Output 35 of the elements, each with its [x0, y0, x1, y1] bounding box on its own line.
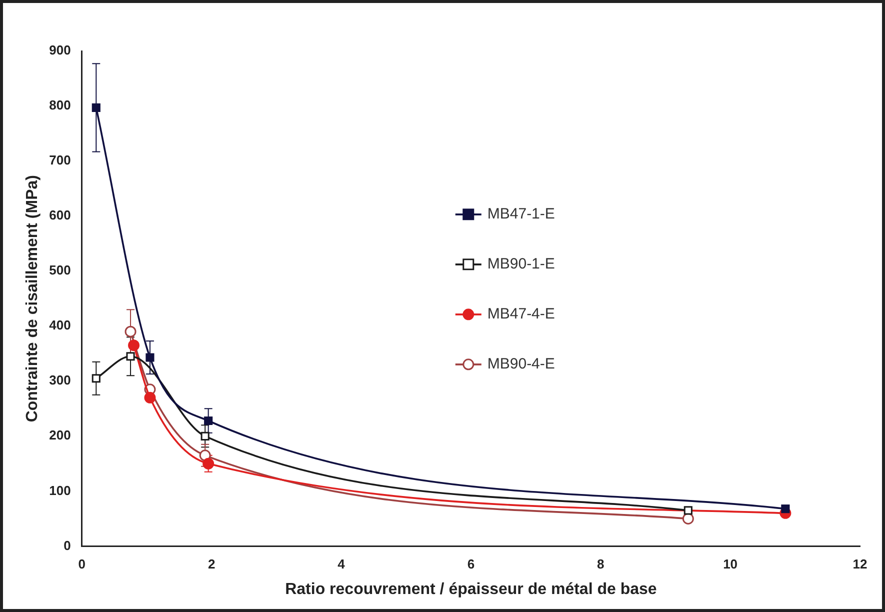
y-tick-label: 0 — [64, 538, 71, 553]
point — [128, 340, 140, 352]
legend-label: MB90-4-E — [487, 356, 555, 373]
x-tick-label: 12 — [852, 556, 868, 572]
y-tick-label: 700 — [49, 152, 71, 168]
x-tick-label: 2 — [208, 556, 216, 572]
legend-label: MB47-4-E — [487, 306, 555, 323]
point — [144, 392, 156, 404]
y-tick-label: 900 — [49, 42, 71, 58]
point — [204, 416, 213, 426]
point — [124, 326, 136, 338]
x-tick-label: 8 — [597, 556, 604, 572]
y-tick-label: 600 — [49, 208, 71, 223]
point — [92, 374, 100, 383]
y-tick-label: 500 — [49, 262, 71, 278]
x-tick-label: 6 — [467, 556, 475, 572]
y-tick-label: 300 — [49, 372, 71, 388]
point — [781, 504, 790, 514]
point — [202, 458, 214, 470]
point — [146, 353, 154, 362]
y-axis-title: Contrainte de cisaillement (MPa) — [24, 175, 42, 422]
point — [126, 352, 135, 361]
x-tick-label: 4 — [338, 556, 346, 572]
y-tick-label: 800 — [49, 98, 71, 113]
x-tick-label: 0 — [78, 556, 86, 572]
x-axis-title: Ratio recouvrement / épaisseur de métal de base — [285, 580, 657, 598]
point — [200, 432, 210, 440]
x-tick-label: 10 — [723, 556, 738, 572]
y-tick-label: 100 — [49, 482, 71, 498]
point — [92, 103, 100, 112]
legend-label: MB90-1-E — [487, 256, 555, 273]
y-tick-label: 200 — [49, 428, 71, 443]
legend-label: MB47-1-E — [487, 206, 555, 223]
y-tick-label: 400 — [49, 318, 71, 333]
point — [684, 506, 692, 515]
